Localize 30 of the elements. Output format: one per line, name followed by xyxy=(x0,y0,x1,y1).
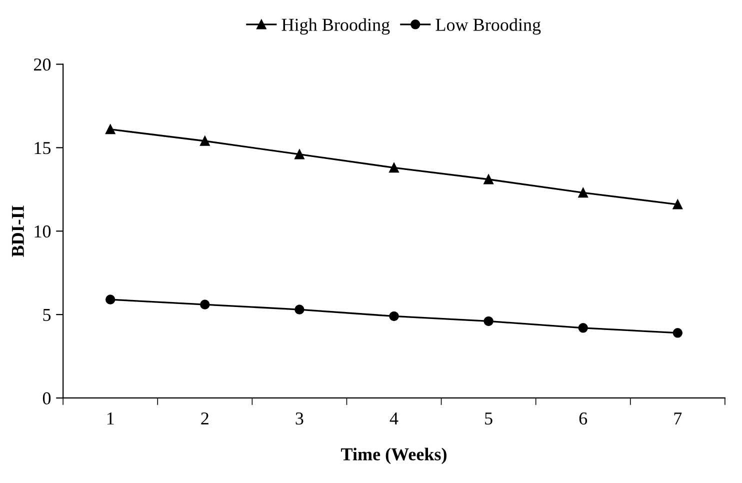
point xyxy=(389,162,399,173)
x-tick-label: 7 xyxy=(674,412,682,424)
y-tick-label: 0 xyxy=(42,392,51,404)
x-tick-label: 3 xyxy=(296,412,304,425)
point xyxy=(105,124,116,134)
point xyxy=(294,304,304,314)
point xyxy=(578,323,588,333)
y-tick-label: 10 xyxy=(34,225,51,238)
point xyxy=(484,316,494,326)
y-tick-label: 15 xyxy=(34,142,51,154)
point xyxy=(200,136,210,146)
x-axis-title: Time (Weeks) xyxy=(341,448,446,464)
point xyxy=(294,149,304,160)
point xyxy=(200,300,210,310)
point xyxy=(578,188,588,198)
legend-label: High Brooding xyxy=(282,18,390,35)
point xyxy=(389,311,399,322)
x-tick-label: 1 xyxy=(107,412,114,424)
y-tick-label: 20 xyxy=(34,58,51,71)
x-tick-label: 5 xyxy=(485,412,492,425)
x-tick-label: 6 xyxy=(579,412,588,425)
point xyxy=(672,200,683,210)
y-axis-title: BDI-II xyxy=(12,206,24,257)
point xyxy=(105,294,116,304)
legend-label: Low Brooding xyxy=(436,18,541,35)
point xyxy=(484,174,494,184)
x-tick-label: 4 xyxy=(390,412,398,424)
point xyxy=(672,328,683,338)
y-tick-label: 5 xyxy=(43,308,51,321)
x-tick-label: 2 xyxy=(201,412,208,424)
